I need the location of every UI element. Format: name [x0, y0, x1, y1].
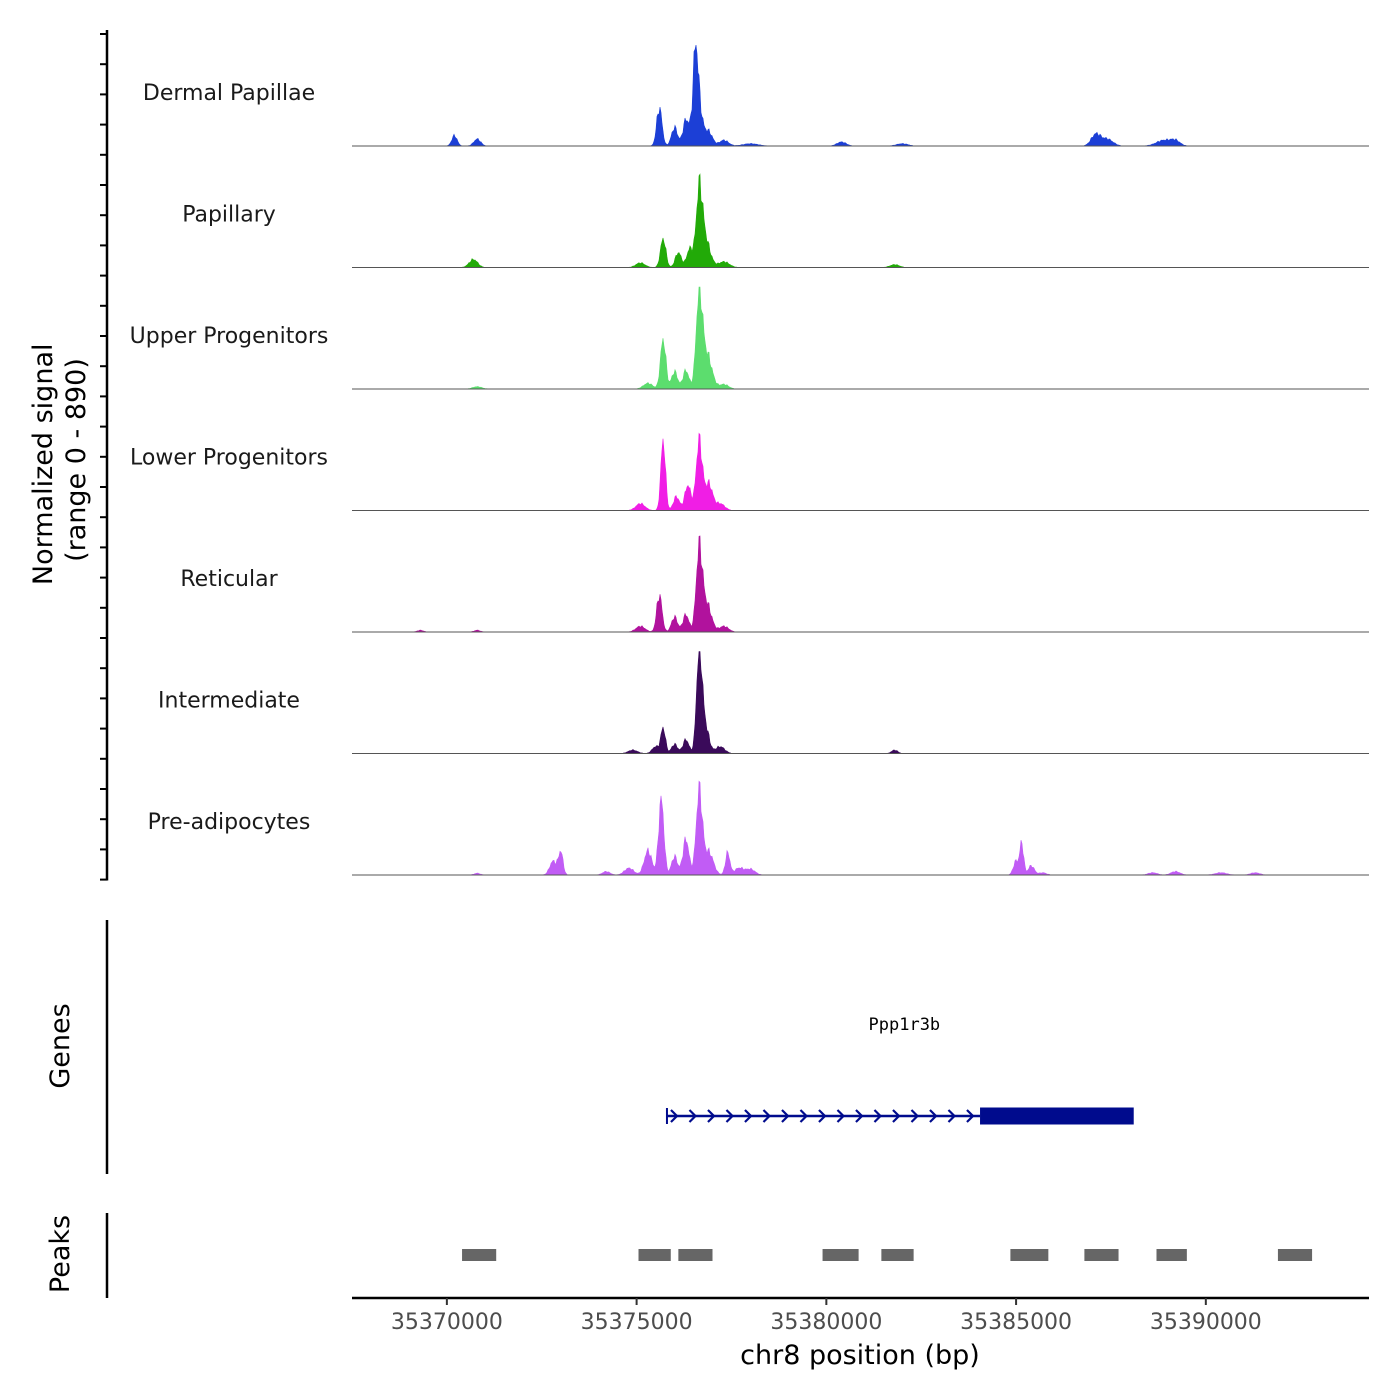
track-label: Lower Progenitors — [130, 446, 328, 471]
signal-axis-title-line2: (range 0 - 890) — [61, 358, 92, 562]
strand-arrow — [836, 1109, 846, 1123]
track-label: Intermediate — [158, 689, 300, 714]
x-tick-label: 35385000 — [960, 1310, 1072, 1335]
peak-region — [462, 1249, 497, 1261]
track-label: Upper Progenitors — [130, 324, 329, 349]
genes-axis-title: Genes — [45, 1003, 76, 1088]
track-label: Papillary — [182, 203, 276, 228]
track-5: Intermediate — [158, 651, 1369, 754]
strand-arrow — [855, 1109, 864, 1123]
strand-arrow — [966, 1109, 975, 1123]
signal-axis-title-line1: Normalized signal — [28, 344, 59, 586]
gene-exon-block — [980, 1107, 1134, 1125]
signal-axis-title: Normalized signal (range 0 - 890) — [28, 335, 92, 585]
gene-name-label: Ppp1r3b — [869, 1015, 941, 1035]
strand-arrow — [781, 1109, 790, 1123]
signal-area — [352, 286, 1369, 390]
peak-track — [462, 1249, 1313, 1261]
strand-arrow — [910, 1109, 920, 1123]
strand-arrow — [762, 1109, 772, 1123]
x-tick-label: 35370000 — [391, 1310, 503, 1335]
track-3: Lower Progenitors — [130, 432, 1369, 511]
strand-arrow — [818, 1109, 827, 1123]
signal-y-axis — [100, 30, 109, 881]
strand-arrow — [892, 1109, 901, 1123]
signal-area — [352, 651, 1369, 754]
x-tick-label: 35375000 — [581, 1310, 693, 1335]
peak-region — [1084, 1249, 1119, 1261]
track-2: Upper Progenitors — [130, 286, 1369, 390]
strand-arrow — [744, 1109, 753, 1123]
peak-region — [822, 1249, 859, 1261]
peaks-axis-title: Peaks — [45, 1215, 76, 1293]
peak-region — [678, 1249, 713, 1261]
strand-arrow — [947, 1109, 957, 1123]
strand-arrow — [873, 1109, 883, 1123]
signal-area — [352, 780, 1369, 876]
strand-arrow — [725, 1109, 735, 1123]
track-6: Pre-adipocytes — [148, 780, 1369, 876]
track-4: Reticular — [180, 535, 1369, 633]
x-axis-ticks: 35370000 35375000 35380000 35385000 35390000 — [391, 1298, 1262, 1335]
peak-region — [1277, 1249, 1313, 1261]
peak-region — [1010, 1249, 1049, 1261]
signal-area — [352, 432, 1369, 511]
signal-area — [352, 173, 1369, 268]
signal-area — [352, 535, 1369, 633]
track-label: Reticular — [180, 567, 278, 592]
strand-arrow — [688, 1109, 698, 1123]
strand-arrow — [670, 1109, 679, 1123]
track-1: Papillary — [182, 173, 1369, 268]
signal-area — [352, 44, 1369, 147]
strand-arrow — [799, 1109, 809, 1123]
peak-region — [881, 1249, 914, 1261]
gene-track: Ppp1r3b — [665, 1015, 1134, 1125]
x-tick-label: 35390000 — [1150, 1310, 1262, 1335]
peak-region — [638, 1249, 671, 1261]
track-label: Dermal Papillae — [143, 81, 315, 106]
track-label: Pre-adipocytes — [148, 810, 311, 835]
peak-region — [1156, 1249, 1187, 1261]
coverage-tracks: Dermal Papillae Papillary Upper Progenitor… — [130, 44, 1369, 876]
x-tick-label: 35380000 — [770, 1310, 882, 1335]
track-0: Dermal Papillae — [143, 44, 1369, 147]
strand-arrow — [707, 1109, 716, 1123]
x-axis-title: chr8 position (bp) — [740, 1340, 980, 1371]
strand-arrow — [929, 1109, 938, 1123]
